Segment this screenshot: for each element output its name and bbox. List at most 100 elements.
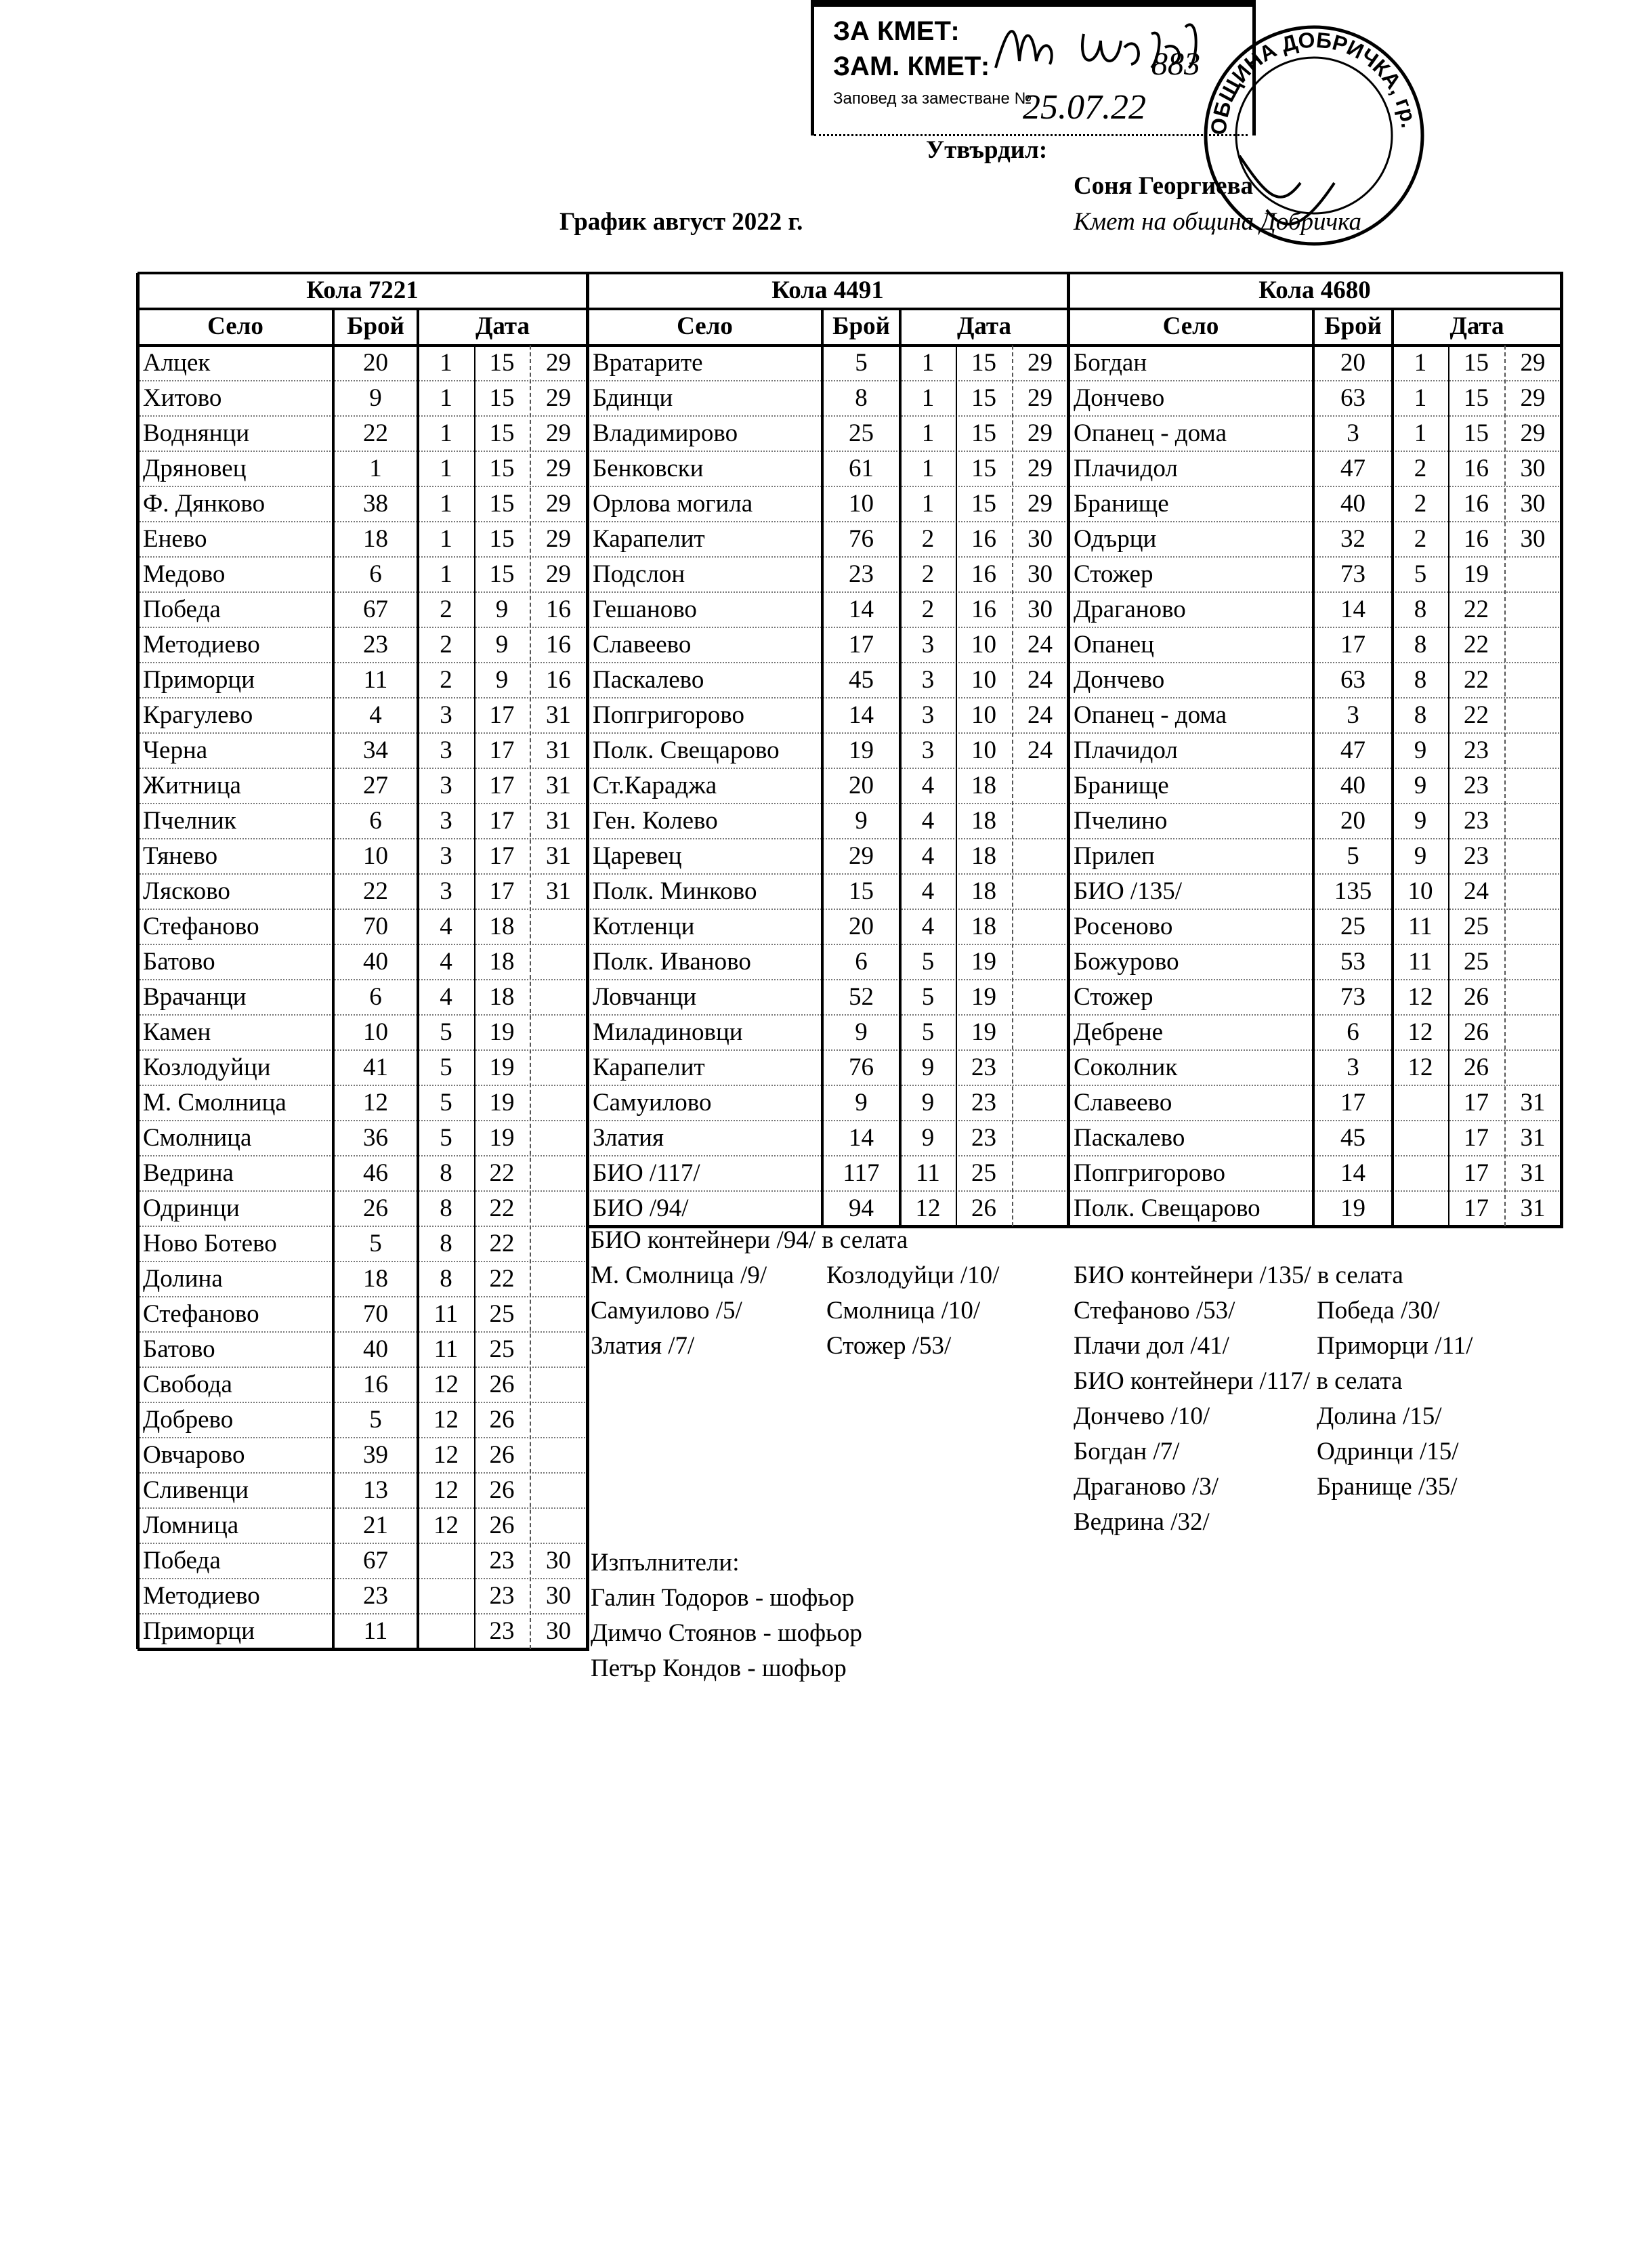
- count-cell: 17: [849, 631, 874, 659]
- count-cell: 3: [1347, 701, 1359, 729]
- date-cell: 16: [1464, 490, 1489, 518]
- row-divider: [1068, 944, 1561, 945]
- row-divider: [137, 1226, 587, 1227]
- count-cell: 40: [363, 948, 388, 976]
- count-cell: 40: [363, 1335, 388, 1363]
- count-cell: 23: [363, 1582, 388, 1610]
- village-cell: Одринци: [143, 1194, 240, 1222]
- date-cell: [530, 1015, 587, 1050]
- date-cell: 9: [1414, 842, 1427, 870]
- row-divider: [587, 591, 1068, 593]
- village-cell: Овчарово: [143, 1441, 245, 1469]
- date-cell: 4: [921, 772, 935, 799]
- row-divider: [587, 1014, 1068, 1016]
- date-cell: 25: [1464, 948, 1489, 976]
- page-title: График август 2022 г.: [559, 208, 803, 236]
- date-cell: [530, 980, 587, 1015]
- village-cell: Стефаново: [143, 913, 259, 940]
- count-cell: 22: [363, 877, 388, 905]
- count-cell: 10: [363, 842, 388, 870]
- date-cell: [1504, 804, 1561, 839]
- village-cell: Миладиновци: [593, 1018, 743, 1046]
- row-divider: [137, 521, 587, 522]
- count-cell: 23: [363, 631, 388, 659]
- date-cell: 4: [440, 983, 452, 1011]
- row-divider: [587, 627, 1068, 628]
- date-cell: 11: [1408, 913, 1433, 940]
- date-cell: 1: [921, 384, 935, 412]
- date-cell: 18: [971, 913, 996, 940]
- date-cell: 26: [1464, 983, 1489, 1011]
- row-divider: [587, 979, 1068, 980]
- count-cell: 20: [1340, 349, 1365, 377]
- village-cell: Ведрина: [143, 1159, 234, 1187]
- row-divider: [587, 732, 1068, 734]
- date-cell: [1012, 909, 1068, 944]
- count-cell: 14: [849, 701, 874, 729]
- date-cell: 5: [1414, 560, 1427, 588]
- approver-name: Соня Георгиева: [1074, 172, 1254, 200]
- date-cell: 15: [971, 384, 996, 412]
- date-cell: 2: [440, 666, 452, 694]
- bio-94-item: М. Смолница /9/: [591, 1261, 767, 1289]
- date-cell: 31: [1520, 1089, 1546, 1117]
- date-cell: 31: [546, 772, 571, 799]
- row-divider: [1068, 1049, 1561, 1051]
- village-cell: Приморци: [143, 1617, 255, 1645]
- date-cell: [1504, 733, 1561, 768]
- date-cell: 17: [1464, 1159, 1489, 1187]
- date-cell: [1393, 1085, 1448, 1121]
- count-cell: 47: [1340, 736, 1365, 764]
- date-subcolumn-border: [1448, 346, 1449, 1226]
- row-divider: [587, 451, 1068, 452]
- date-cell: [1504, 627, 1561, 663]
- date-cell: 30: [1028, 525, 1053, 553]
- date-cell: 29: [1520, 384, 1546, 412]
- village-cell: Опанец - дома: [1074, 701, 1227, 729]
- count-cell: 5: [1347, 842, 1359, 870]
- column-border: [1391, 309, 1394, 1226]
- date-cell: 18: [489, 983, 515, 1011]
- count-cell: 9: [855, 1018, 868, 1046]
- row-divider: [137, 451, 587, 452]
- date-cell: 26: [489, 1441, 515, 1469]
- row-divider: [587, 556, 1068, 558]
- village-cell: Бдинци: [593, 384, 673, 412]
- count-cell: 3: [1347, 1054, 1359, 1081]
- row-divider: [1068, 873, 1561, 875]
- date-cell: 29: [1028, 349, 1053, 377]
- date-cell: 1: [1414, 419, 1427, 447]
- village-cell: Победа: [143, 1547, 221, 1575]
- date-subcolumn-border: [474, 346, 475, 1649]
- row-divider: [587, 944, 1068, 945]
- village-cell: Драганово: [1074, 596, 1186, 623]
- column-border: [821, 309, 824, 1226]
- count-cell: 70: [363, 913, 388, 940]
- village-cell: БИО /94/: [593, 1194, 689, 1222]
- row-divider: [1068, 380, 1561, 381]
- count-cell: 9: [369, 384, 382, 412]
- date-cell: 19: [489, 1124, 515, 1152]
- bio-135-item: Приморци /11/: [1317, 1332, 1473, 1360]
- village-cell: Тянево: [143, 842, 218, 870]
- village-cell: Козлодуйци: [143, 1054, 271, 1081]
- date-cell: [418, 1543, 474, 1579]
- date-cell: 5: [440, 1054, 452, 1081]
- date-cell: 3: [921, 666, 935, 694]
- row-divider: [1068, 1085, 1561, 1086]
- bio-135-item: Плачи дол /41/: [1074, 1332, 1229, 1360]
- date-cell: 23: [489, 1582, 515, 1610]
- date-cell: 29: [1028, 384, 1053, 412]
- row-divider: [137, 873, 587, 875]
- date-cell: [530, 1050, 587, 1085]
- executor: Димчо Стоянов - шофьор: [591, 1619, 862, 1647]
- date-cell: 9: [495, 666, 509, 694]
- date-cell: 1: [440, 349, 452, 377]
- date-cell: 23: [1464, 772, 1489, 799]
- date-cell: 17: [1464, 1124, 1489, 1152]
- date-cell: 16: [971, 596, 996, 623]
- date-cell: [530, 1261, 587, 1297]
- bio-94-item: Златия /7/: [591, 1332, 695, 1360]
- village-cell: Опанец - дома: [1074, 419, 1227, 447]
- date-cell: 15: [1464, 349, 1489, 377]
